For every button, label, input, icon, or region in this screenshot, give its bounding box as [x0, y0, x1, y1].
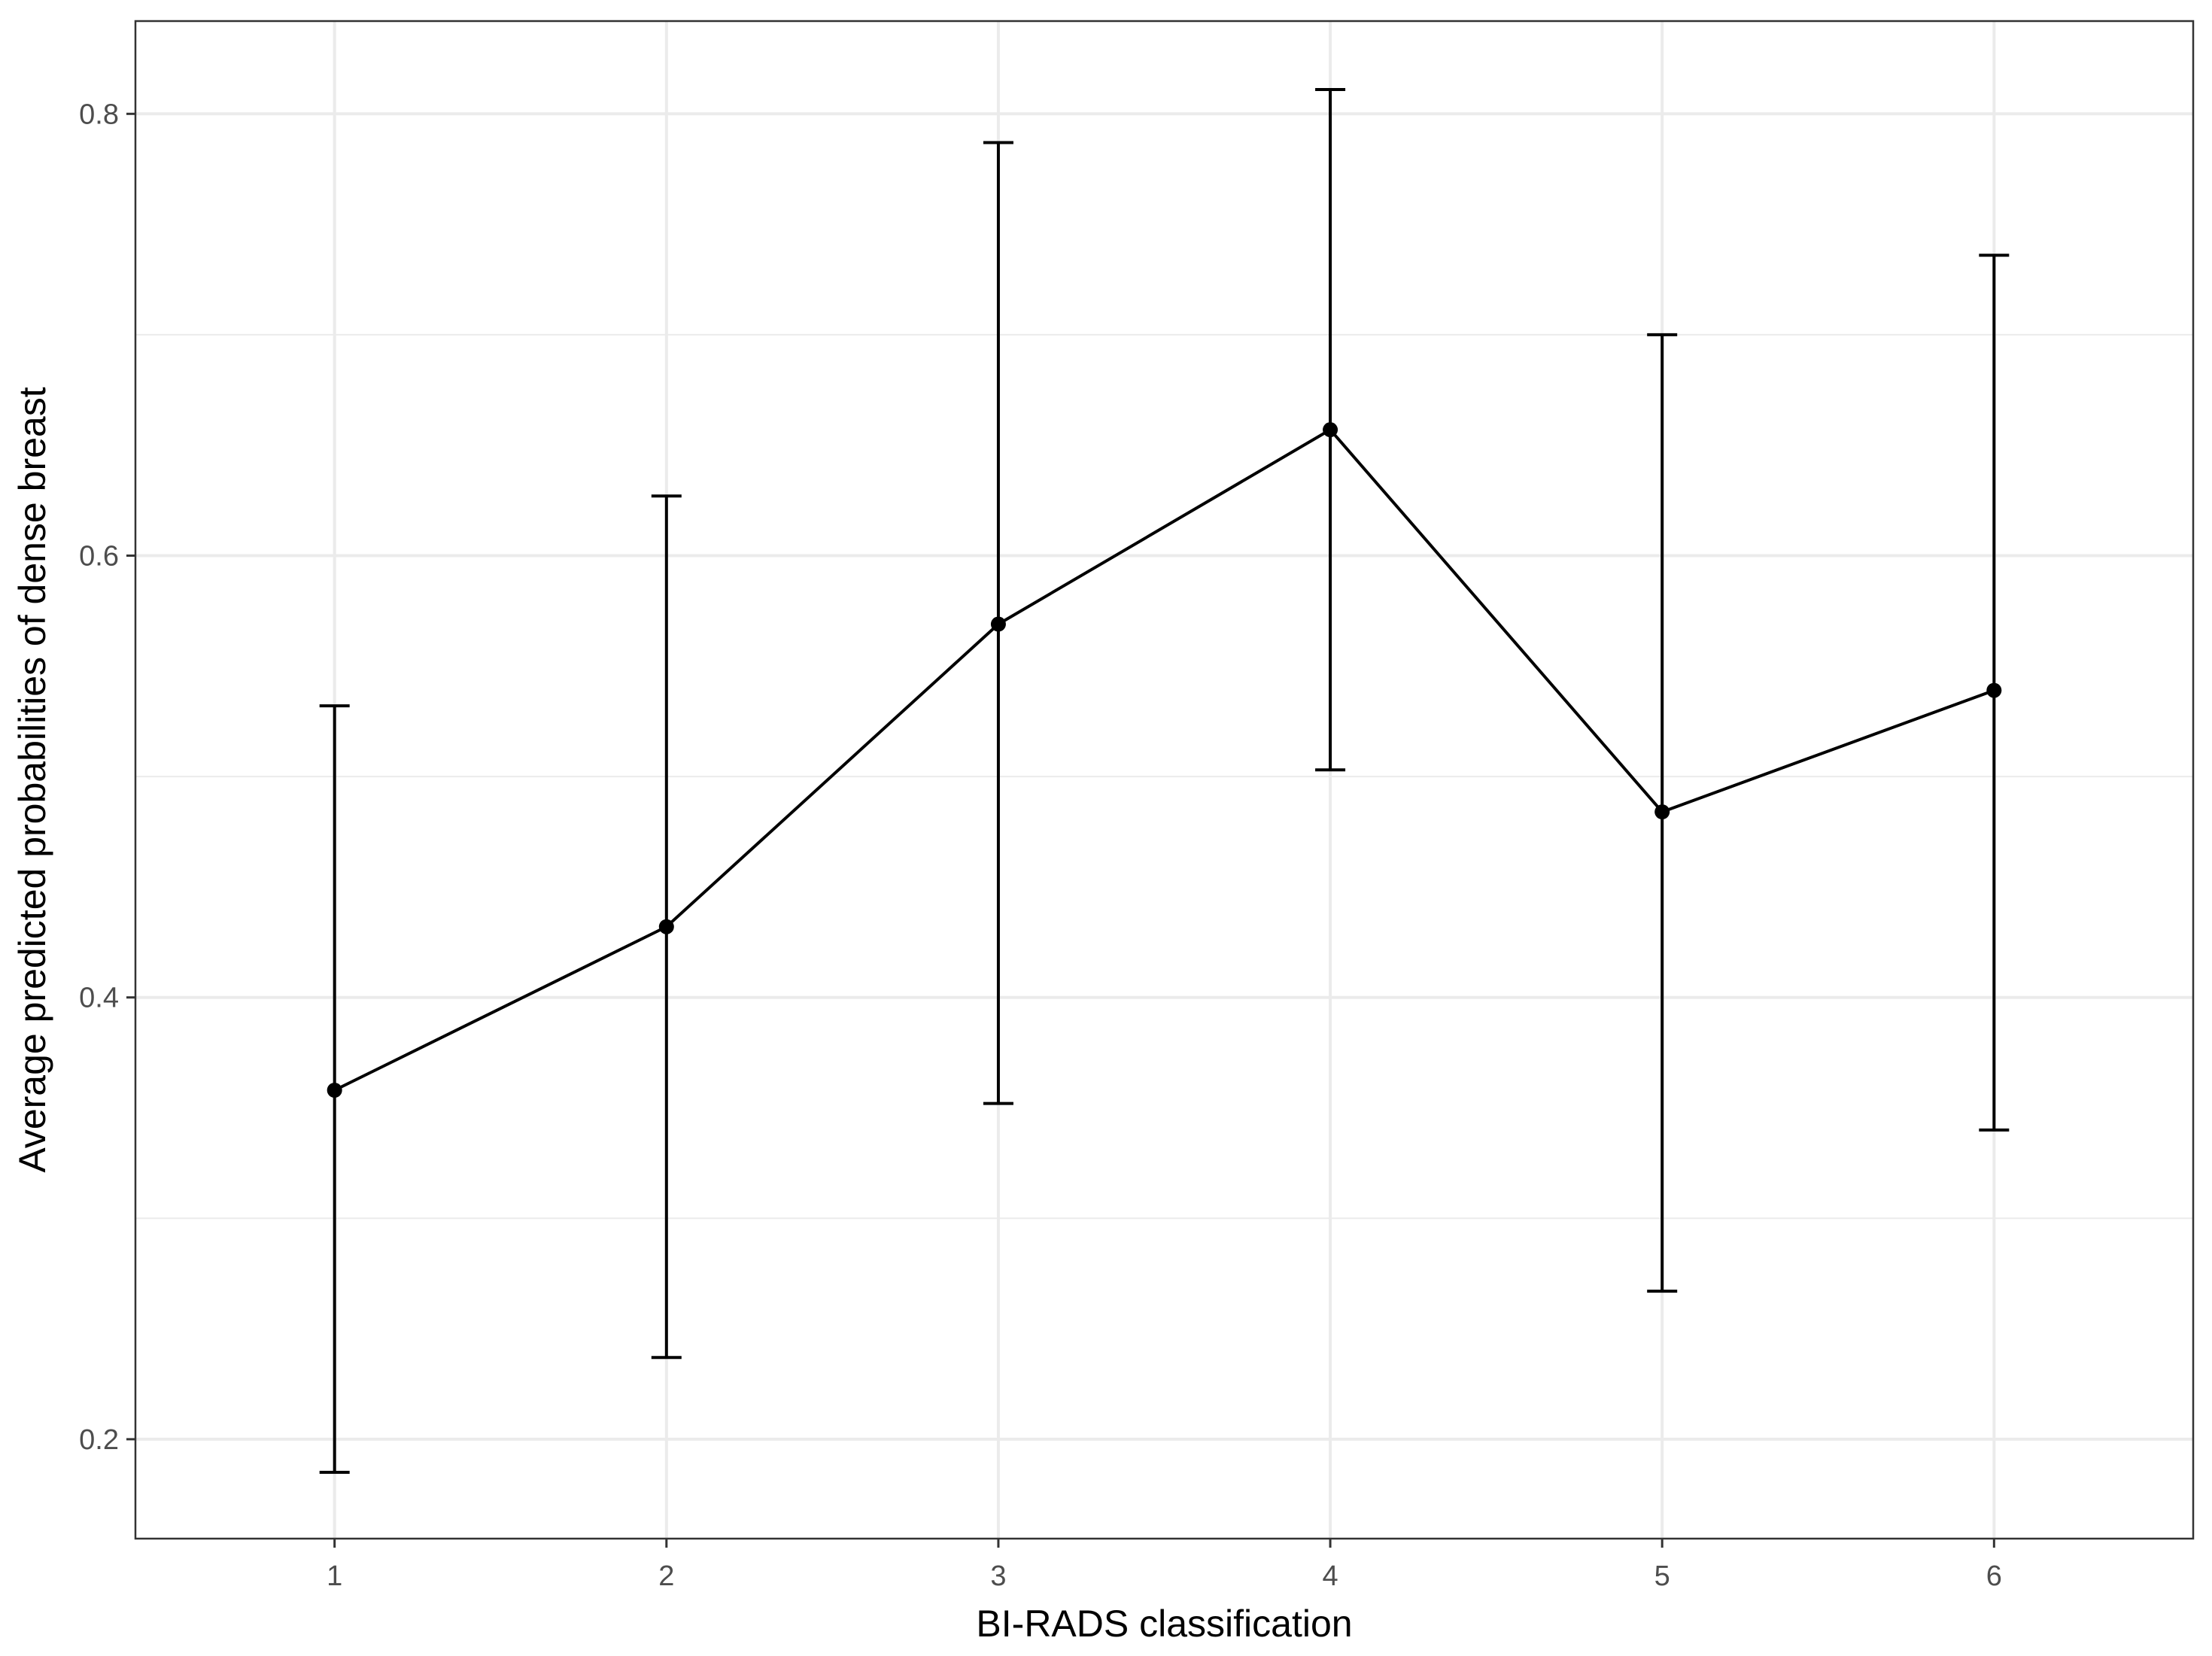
- data-points: [327, 422, 2002, 1098]
- x-tick-label-3: 4: [1322, 1560, 1338, 1592]
- y-axis-title: Average predicted probabilities of dense…: [11, 387, 53, 1172]
- data-point-4: [1323, 422, 1338, 438]
- x-tick-label-1: 2: [658, 1560, 674, 1592]
- y-tick-label-1: 0.4: [79, 983, 119, 1014]
- y-tick-label-2: 0.6: [79, 541, 119, 573]
- data-line: [333, 428, 1995, 1092]
- x-tick-label-2: 3: [990, 1560, 1006, 1592]
- panel-border: [134, 20, 2195, 1540]
- data-point-2: [658, 919, 674, 934]
- y-tick-label-0: 0.2: [79, 1424, 119, 1456]
- error-bars: [319, 88, 2010, 1474]
- data-point-3: [990, 616, 1006, 632]
- grid-lines: [135, 21, 2193, 1539]
- data-point-6: [1986, 682, 2002, 698]
- x-tick-label-5: 6: [1986, 1560, 2002, 1592]
- y-tick-label-3: 0.8: [79, 99, 119, 130]
- axis-ticks: 0.2 0.4 0.6 0.8 1 2 3 4 5 6: [79, 99, 2002, 1592]
- data-point-5: [1654, 804, 1670, 820]
- series-line: [333, 428, 1995, 1092]
- x-tick-label-0: 1: [327, 1560, 342, 1592]
- x-axis-title: BI-RADS classification: [976, 1603, 1352, 1645]
- x-tick-label-4: 5: [1654, 1560, 1670, 1592]
- data-point-1: [327, 1083, 342, 1098]
